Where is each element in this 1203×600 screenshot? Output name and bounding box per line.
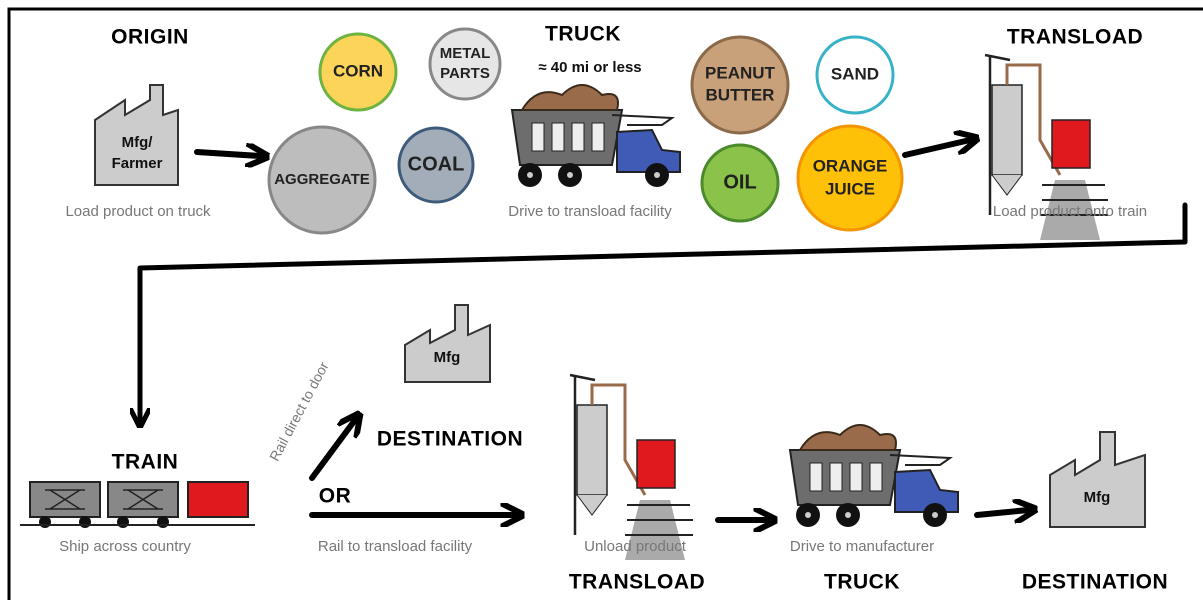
- caption: Ship across country: [59, 538, 191, 555]
- product-label: ORANGE: [813, 156, 888, 175]
- train-car: [30, 482, 100, 528]
- product-label: METAL: [440, 45, 491, 62]
- silo-icon: [570, 375, 693, 560]
- factory-label: Mfg: [434, 349, 461, 366]
- product-bubble: [798, 126, 902, 230]
- route-label: Rail to transload facility: [318, 538, 473, 555]
- factory-label: Mfg: [1084, 489, 1111, 506]
- arrow: [977, 510, 1028, 515]
- arrow: [197, 152, 260, 156]
- product-label: PARTS: [440, 65, 490, 82]
- factory-label: Farmer: [112, 155, 163, 172]
- factory-label: Mfg/: [122, 134, 154, 151]
- truck-icon: [790, 425, 958, 527]
- product-label: COAL: [408, 153, 465, 175]
- train-car: [108, 482, 178, 528]
- truck-icon: [512, 85, 680, 187]
- factory-icon: [405, 305, 490, 382]
- product-label: SAND: [831, 64, 879, 83]
- arrow: [905, 140, 970, 155]
- heading: TRANSLOAD: [569, 571, 705, 594]
- heading: ORIGIN: [111, 26, 189, 49]
- product-label: AGGREGATE: [274, 171, 370, 188]
- product-label: JUICE: [825, 179, 875, 198]
- route-label: Rail direct to door: [266, 359, 332, 464]
- product-label: BUTTER: [706, 85, 775, 104]
- caption: Drive to transload facility: [508, 203, 672, 220]
- connector-arrow: [140, 205, 1185, 420]
- heading: TRUCK: [545, 23, 621, 46]
- arrow: [312, 420, 355, 478]
- or-label: OR: [319, 485, 352, 508]
- product-label: CORN: [333, 61, 383, 80]
- caption: Drive to manufacturer: [790, 538, 934, 555]
- caption: Unload product: [584, 538, 687, 555]
- diagram: ORIGIN Mfg/ Farmer Load product on truck…: [0, 0, 1203, 600]
- heading: DESTINATION: [1022, 571, 1168, 594]
- caption: Load product on truck: [65, 203, 211, 220]
- factory-icon: [1050, 432, 1145, 527]
- heading: TRUCK: [824, 571, 900, 594]
- caption: Load product onto train: [993, 203, 1147, 220]
- note: ≈ 40 mi or less: [538, 59, 641, 76]
- product-label: PEANUT: [705, 63, 776, 82]
- heading: TRANSLOAD: [1007, 26, 1143, 49]
- heading: TRAIN: [112, 451, 179, 474]
- product-label: OIL: [723, 171, 756, 193]
- train-car: [188, 482, 248, 517]
- heading: DESTINATION: [377, 428, 523, 451]
